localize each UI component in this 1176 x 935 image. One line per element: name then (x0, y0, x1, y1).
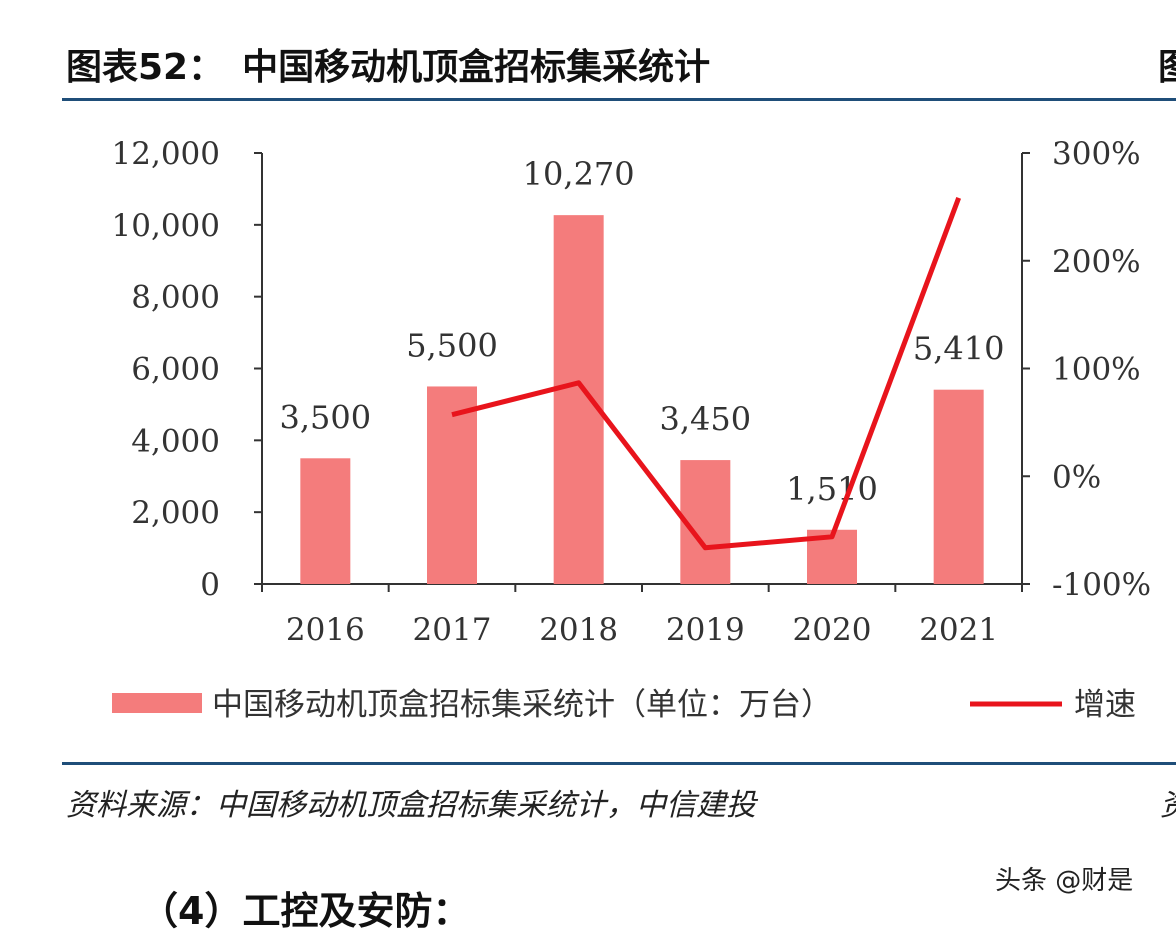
right-tick-label: 100% (1052, 352, 1141, 388)
source-rule (62, 762, 1176, 765)
left-tick-label: 10,000 (112, 208, 220, 244)
bar-label-2020: 1,510 (786, 470, 878, 508)
right-tick-label: -100% (1052, 567, 1151, 603)
left-tick-label: 6,000 (131, 352, 220, 388)
legend-line-label: 增速 (1074, 687, 1136, 723)
bar-2018 (554, 215, 604, 584)
left-tick-label: 0 (200, 567, 220, 603)
left-tick-label: 2,000 (131, 495, 220, 531)
x-tick-label: 2016 (286, 612, 365, 648)
x-tick-label: 2020 (793, 612, 872, 648)
source-note: 资料来源：中国移动机顶盒招标集采统计，中信建投 (66, 780, 756, 824)
source-note-cutoff: 资 (1160, 780, 1176, 824)
x-tick-label: 2018 (539, 612, 618, 648)
x-tick-label: 2019 (666, 612, 745, 648)
left-tick-label: 8,000 (131, 280, 220, 316)
x-tick-label: 2017 (413, 612, 492, 648)
bar-2017 (427, 386, 477, 584)
next-section-heading: （4）工控及安防： (140, 880, 470, 935)
bar-2021 (934, 390, 984, 584)
bar-label-2019: 3,450 (660, 400, 752, 438)
right-tick-label: 0% (1052, 459, 1101, 495)
right-tick-label: 200% (1052, 244, 1141, 280)
legend-bar-swatch (112, 693, 202, 713)
bar-2016 (300, 458, 350, 584)
x-tick-label: 2021 (919, 612, 998, 648)
bar-label-2017: 5,500 (406, 326, 498, 364)
right-tick-label: 300% (1052, 136, 1141, 172)
chart: 0 2,000 4,000 6,000 8,000 10,000 12,000 -100% 0%… (0, 0, 1176, 760)
legend-bar-label: 中国移动机顶盒招标集采统计（单位：万台） (212, 687, 832, 723)
bar-label-2018: 10,270 (523, 155, 635, 193)
bar-label-2016: 3,500 (280, 398, 372, 436)
left-tick-label: 12,000 (112, 136, 220, 172)
watermark: 头条 @财是 (995, 860, 1133, 897)
left-tick-label: 4,000 (131, 423, 220, 459)
bar-label-2021: 5,410 (913, 330, 1005, 368)
